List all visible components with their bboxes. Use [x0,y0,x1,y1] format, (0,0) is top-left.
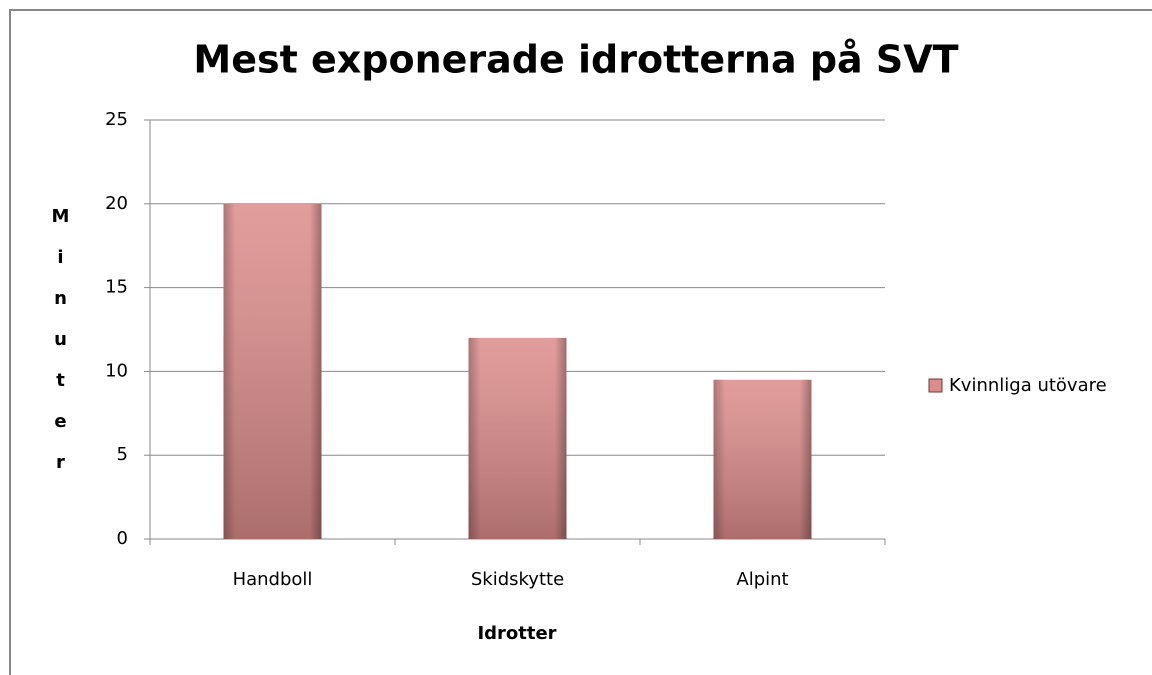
y-tick-label: 25 [105,109,128,130]
x-tick-label: Alpint [736,569,788,590]
bar-edge [223,203,322,540]
chart-title: Mest exponerade idrotterna på SVT [193,38,958,82]
x-tick-label: Skidskytte [471,569,564,590]
bar-edge [468,337,567,539]
y-tick-label: 15 [105,277,128,298]
x-tick-label: Handboll [233,569,313,590]
x-axis-label: Idrotter [477,623,556,644]
bar-edge [713,379,812,539]
y-tick-label: 5 [117,444,128,465]
y-axis-label: Minuter [50,206,71,493]
frame [9,9,1152,675]
y-tick-label: 20 [105,193,128,214]
y-tick-label: 0 [117,528,128,549]
legend-label: Kvinnliga utövare [949,375,1107,396]
y-tick-label: 10 [105,360,128,381]
legend-swatch [928,378,943,393]
